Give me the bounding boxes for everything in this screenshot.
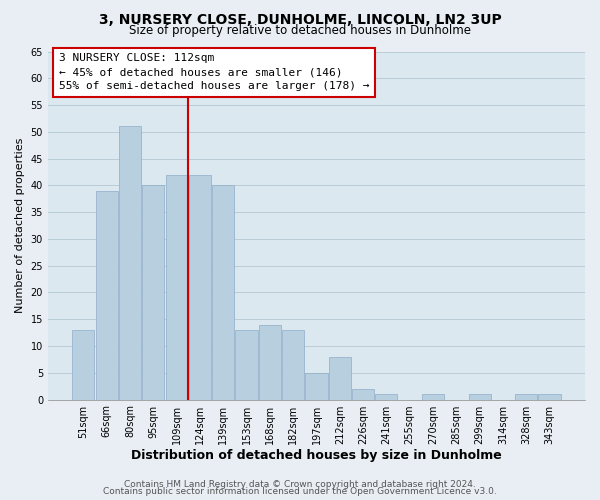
- Text: 3 NURSERY CLOSE: 112sqm
← 45% of detached houses are smaller (146)
55% of semi-d: 3 NURSERY CLOSE: 112sqm ← 45% of detache…: [59, 53, 369, 91]
- Bar: [469, 394, 491, 400]
- Bar: [259, 324, 281, 400]
- Bar: [282, 330, 304, 400]
- Bar: [119, 126, 141, 400]
- Text: 3, NURSERY CLOSE, DUNHOLME, LINCOLN, LN2 3UP: 3, NURSERY CLOSE, DUNHOLME, LINCOLN, LN2…: [98, 12, 502, 26]
- Text: Contains public sector information licensed under the Open Government Licence v3: Contains public sector information licen…: [103, 487, 497, 496]
- Bar: [305, 373, 328, 400]
- Bar: [235, 330, 257, 400]
- Bar: [212, 186, 235, 400]
- Bar: [422, 394, 444, 400]
- Bar: [515, 394, 537, 400]
- Y-axis label: Number of detached properties: Number of detached properties: [15, 138, 25, 313]
- Bar: [376, 394, 397, 400]
- Text: Size of property relative to detached houses in Dunholme: Size of property relative to detached ho…: [129, 24, 471, 37]
- Bar: [142, 186, 164, 400]
- Bar: [352, 389, 374, 400]
- Bar: [329, 356, 351, 400]
- Bar: [189, 174, 211, 400]
- Bar: [538, 394, 560, 400]
- Bar: [95, 190, 118, 400]
- Text: Contains HM Land Registry data © Crown copyright and database right 2024.: Contains HM Land Registry data © Crown c…: [124, 480, 476, 489]
- Bar: [166, 174, 188, 400]
- Bar: [73, 330, 94, 400]
- X-axis label: Distribution of detached houses by size in Dunholme: Distribution of detached houses by size …: [131, 450, 502, 462]
